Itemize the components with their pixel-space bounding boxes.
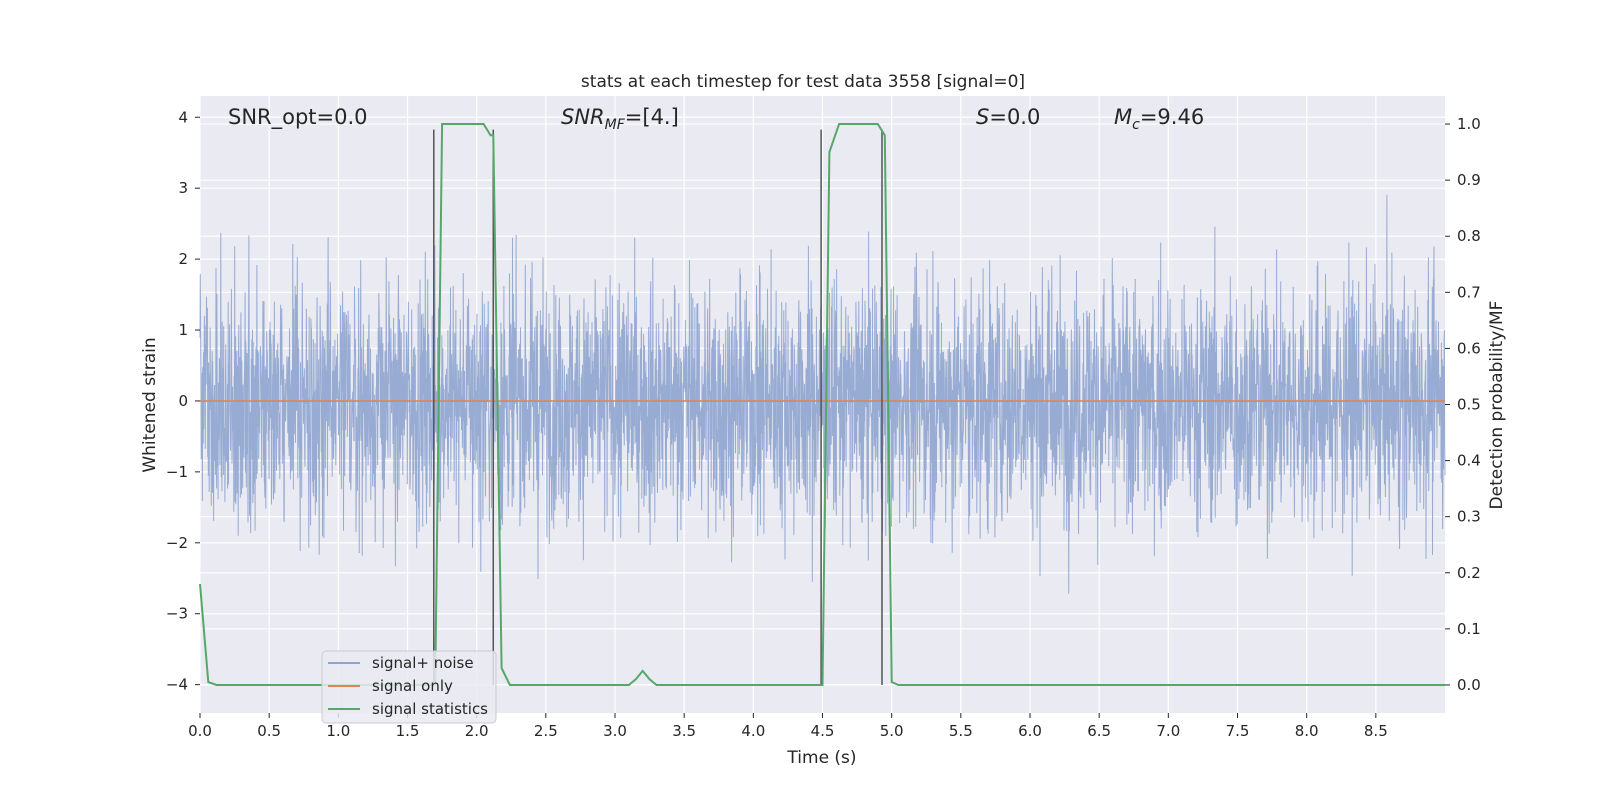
chart-title: stats at each timestep for test data 355… [581, 72, 1025, 92]
x-tick-label: 2.0 [465, 722, 489, 740]
y2-tick-label: 0.0 [1457, 676, 1481, 694]
x-tick-label: 8.5 [1364, 722, 1388, 740]
annotation-snr-mf-value: =[4.] [625, 105, 679, 129]
x-tick-label: 7.5 [1226, 722, 1250, 740]
annotation-mc: Mc=9.46 [1114, 105, 1204, 133]
annotation-mc-main: M [1114, 105, 1132, 129]
x-tick-label: 8.0 [1295, 722, 1319, 740]
annotation-snr-mf-main: SNR [561, 105, 605, 129]
y-tick-label: 0 [178, 392, 188, 410]
y2-tick-label: 0.3 [1457, 508, 1481, 526]
y2-tick-label: 0.6 [1457, 339, 1481, 357]
x-tick-label: 7.0 [1156, 722, 1180, 740]
y2-tick-label: 0.5 [1457, 396, 1481, 414]
annotation-snr-opt: SNR_opt=0.0 [228, 105, 368, 130]
x-tick-label: 3.0 [603, 722, 627, 740]
y-tick-label: 1 [178, 321, 188, 339]
y-axis-ticks: 4 3 2 1 0 −1 −2 −3 −4 [166, 108, 200, 694]
series-signal-noise [199, 194, 1446, 594]
y2-axis-label: Detection probability/MF [1487, 301, 1507, 510]
y2-tick-label: 0.4 [1457, 452, 1481, 470]
y-tick-label: −4 [166, 676, 188, 694]
y-tick-label: −3 [166, 605, 188, 623]
y-tick-label: 3 [178, 179, 188, 197]
legend-box [321, 650, 497, 724]
annotation-mc-value: =9.46 [1140, 105, 1204, 129]
series-line-signal-noise [199, 194, 1446, 594]
x-tick-label: 4.5 [811, 722, 835, 740]
legend: signal+ noise signal only signal statist… [321, 650, 497, 724]
y2-axis-ticks: 1.0 0.9 0.8 0.7 0.6 0.5 0.4 0.3 0.2 0.1 0.0 [1445, 115, 1481, 694]
x-tick-label: 6.5 [1087, 722, 1111, 740]
x-tick-label: 3.5 [672, 722, 696, 740]
annotations: SNR_opt=0.0 SNRMF=[4.] S=0.0 Mc=9.46 [228, 105, 1204, 133]
y2-tick-label: 0.2 [1457, 564, 1481, 582]
legend-label-signal-only: signal only [372, 677, 453, 695]
y-tick-label: 4 [178, 108, 188, 126]
x-tick-label: 1.0 [326, 722, 350, 740]
x-tick-label: 2.5 [534, 722, 558, 740]
annotation-s: S=0.0 [976, 105, 1040, 129]
annotation-s-value: =0.0 [989, 105, 1040, 129]
annotation-s-main: S [976, 105, 989, 129]
y-tick-label: −1 [166, 463, 188, 481]
vertical-markers [433, 129, 883, 685]
x-axis-ticks: 0.0 0.5 1.0 1.5 2.0 2.5 3.0 3.5 4.0 4.5 5.0 5.5 6.0 6… [188, 713, 1388, 740]
y-tick-label: −2 [166, 534, 188, 552]
y2-tick-label: 0.9 [1457, 171, 1481, 189]
y2-tick-label: 0.7 [1457, 283, 1481, 301]
y-tick-label: 2 [178, 250, 188, 268]
x-tick-label: 0.5 [257, 722, 281, 740]
x-tick-label: 4.0 [741, 722, 765, 740]
annotation-snr-mf-sub: MF [605, 117, 626, 133]
x-axis-label: Time (s) [786, 748, 856, 768]
annotation-mc-sub: c [1132, 117, 1140, 133]
y2-tick-label: 0.1 [1457, 620, 1481, 638]
y-axis-label: Whitened strain [140, 337, 160, 472]
legend-label-signal-noise: signal+ noise [372, 654, 474, 672]
x-tick-label: 0.0 [188, 722, 212, 740]
x-tick-label: 5.0 [880, 722, 904, 740]
y2-tick-label: 1.0 [1457, 115, 1481, 133]
x-tick-label: 6.0 [1018, 722, 1042, 740]
y2-tick-label: 0.8 [1457, 227, 1481, 245]
legend-label-signal-statistics: signal statistics [372, 700, 488, 718]
annotation-snr-mf: SNRMF=[4.] [561, 105, 679, 133]
x-tick-label: 1.5 [396, 722, 420, 740]
x-tick-label: 5.5 [949, 722, 973, 740]
